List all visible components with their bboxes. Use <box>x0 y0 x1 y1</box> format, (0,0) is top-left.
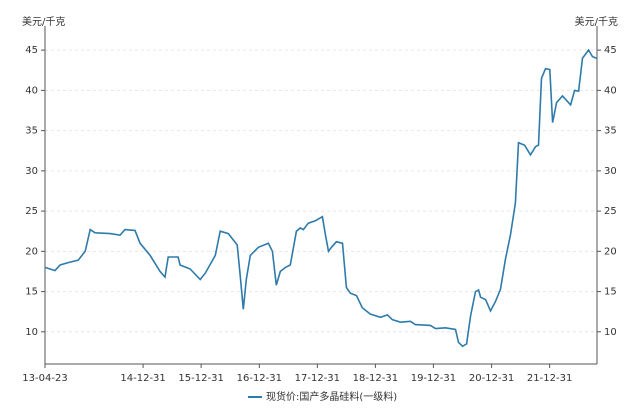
y-tick-label: 25 <box>25 206 38 217</box>
legend-label: 现货价:国产多晶硅料(一级料) <box>266 390 397 403</box>
y-tick-label: 10 <box>25 327 38 338</box>
x-tick-label: 13-04-23 <box>22 373 67 384</box>
y2-axis-label: 美元/千克 <box>575 15 618 28</box>
y2-tick-label: 10 <box>604 327 617 338</box>
y-tick-label: 45 <box>25 45 38 56</box>
y2-tick-label: 25 <box>604 206 617 217</box>
y-tick-label: 35 <box>25 126 38 137</box>
y2-tick-label: 45 <box>604 45 617 56</box>
x-tick-label: 17-12-31 <box>295 373 340 384</box>
y-tick-label: 20 <box>25 246 38 257</box>
y2-tick-label: 20 <box>604 246 617 257</box>
x-tick-label: 18-12-31 <box>353 373 398 384</box>
x-tick-label: 14-12-31 <box>120 373 165 384</box>
y2-tick-label: 15 <box>604 287 617 298</box>
y2-tick-label: 40 <box>604 85 617 96</box>
y2-tick-label: 35 <box>604 126 617 137</box>
y-tick-label: 30 <box>25 166 38 177</box>
x-tick-label: 20-12-31 <box>469 373 514 384</box>
x-tick-label: 15-12-31 <box>178 373 223 384</box>
y-tick-label: 15 <box>25 287 38 298</box>
y-axis-label: 美元/千克 <box>22 15 65 28</box>
series-line <box>44 48 597 348</box>
x-tick-label: 16-12-31 <box>237 373 282 384</box>
x-tick-label: 19-12-31 <box>411 373 456 384</box>
y-tick-label: 40 <box>25 85 38 96</box>
x-tick-label: 21-12-31 <box>527 373 572 384</box>
y2-tick-label: 30 <box>604 166 617 177</box>
